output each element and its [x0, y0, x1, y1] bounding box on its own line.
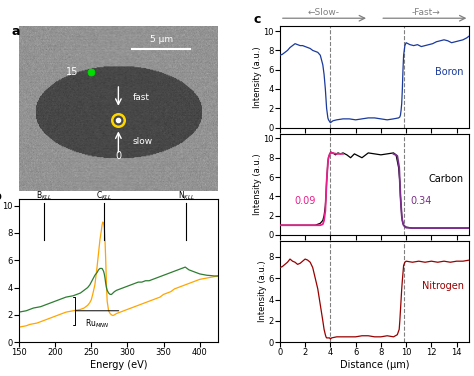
X-axis label: Distance (μm): Distance (μm)	[340, 360, 410, 370]
Text: C$_{KLL}$: C$_{KLL}$	[96, 189, 112, 202]
Text: 5 μm: 5 μm	[150, 35, 173, 44]
Text: B$_{KLL}$: B$_{KLL}$	[36, 189, 53, 202]
Text: c: c	[254, 13, 261, 26]
Text: Ru$_{MNN}$: Ru$_{MNN}$	[85, 318, 109, 330]
Text: 0.09: 0.09	[294, 196, 316, 206]
Text: Nitrogen: Nitrogen	[421, 282, 464, 291]
Text: b: b	[0, 190, 2, 203]
Text: ←Slow-: ←Slow-	[308, 8, 339, 17]
Y-axis label: Intensity (a.u.): Intensity (a.u.)	[258, 261, 267, 322]
Text: slow: slow	[132, 137, 153, 146]
Text: -Fast→: -Fast→	[411, 8, 440, 17]
Y-axis label: Intensity (a.u.): Intensity (a.u.)	[0, 240, 1, 301]
X-axis label: Energy (eV): Energy (eV)	[90, 360, 147, 370]
Text: a: a	[11, 25, 19, 38]
Text: fast: fast	[132, 93, 149, 102]
Text: 15: 15	[66, 67, 79, 77]
Y-axis label: Intensity (a.u.): Intensity (a.u.)	[253, 153, 262, 215]
Y-axis label: Intensity (a.u.): Intensity (a.u.)	[253, 46, 262, 108]
Text: 0.34: 0.34	[410, 196, 432, 206]
Text: 0: 0	[115, 152, 121, 161]
Text: Carbon: Carbon	[428, 174, 464, 184]
Text: N$_{KLL}$: N$_{KLL}$	[177, 189, 194, 202]
Text: Boron: Boron	[435, 67, 464, 77]
